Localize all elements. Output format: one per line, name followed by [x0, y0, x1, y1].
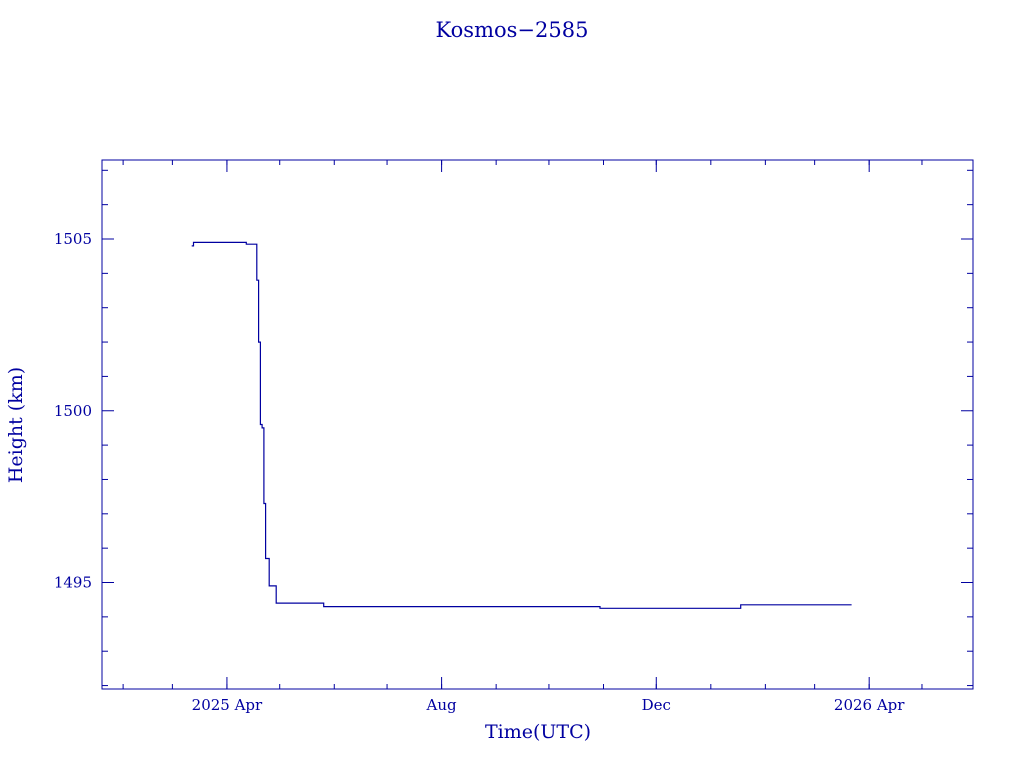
- y-tick-label: 1505: [54, 230, 92, 248]
- x-tick-label: Dec: [642, 696, 671, 714]
- y-tick-label: 1495: [54, 574, 92, 592]
- x-tick-label: 2026 Apr: [834, 696, 905, 714]
- x-axis-title: Time(UTC): [485, 721, 591, 743]
- chart-title: Kosmos−2585: [436, 18, 589, 42]
- y-tick-labels: 1495 1500 1505: [54, 230, 92, 592]
- x-tick-label: Aug: [426, 696, 457, 714]
- x-tick-labels: 2025 Apr Aug Dec 2026 Apr: [192, 696, 906, 714]
- axis-ticks: [102, 160, 973, 689]
- x-tick-label: 2025 Apr: [192, 696, 263, 714]
- y-axis-title: Height (km): [5, 367, 27, 483]
- y-tick-label: 1500: [54, 402, 92, 420]
- series-line: [191, 241, 852, 609]
- plot-frame: [101, 159, 974, 690]
